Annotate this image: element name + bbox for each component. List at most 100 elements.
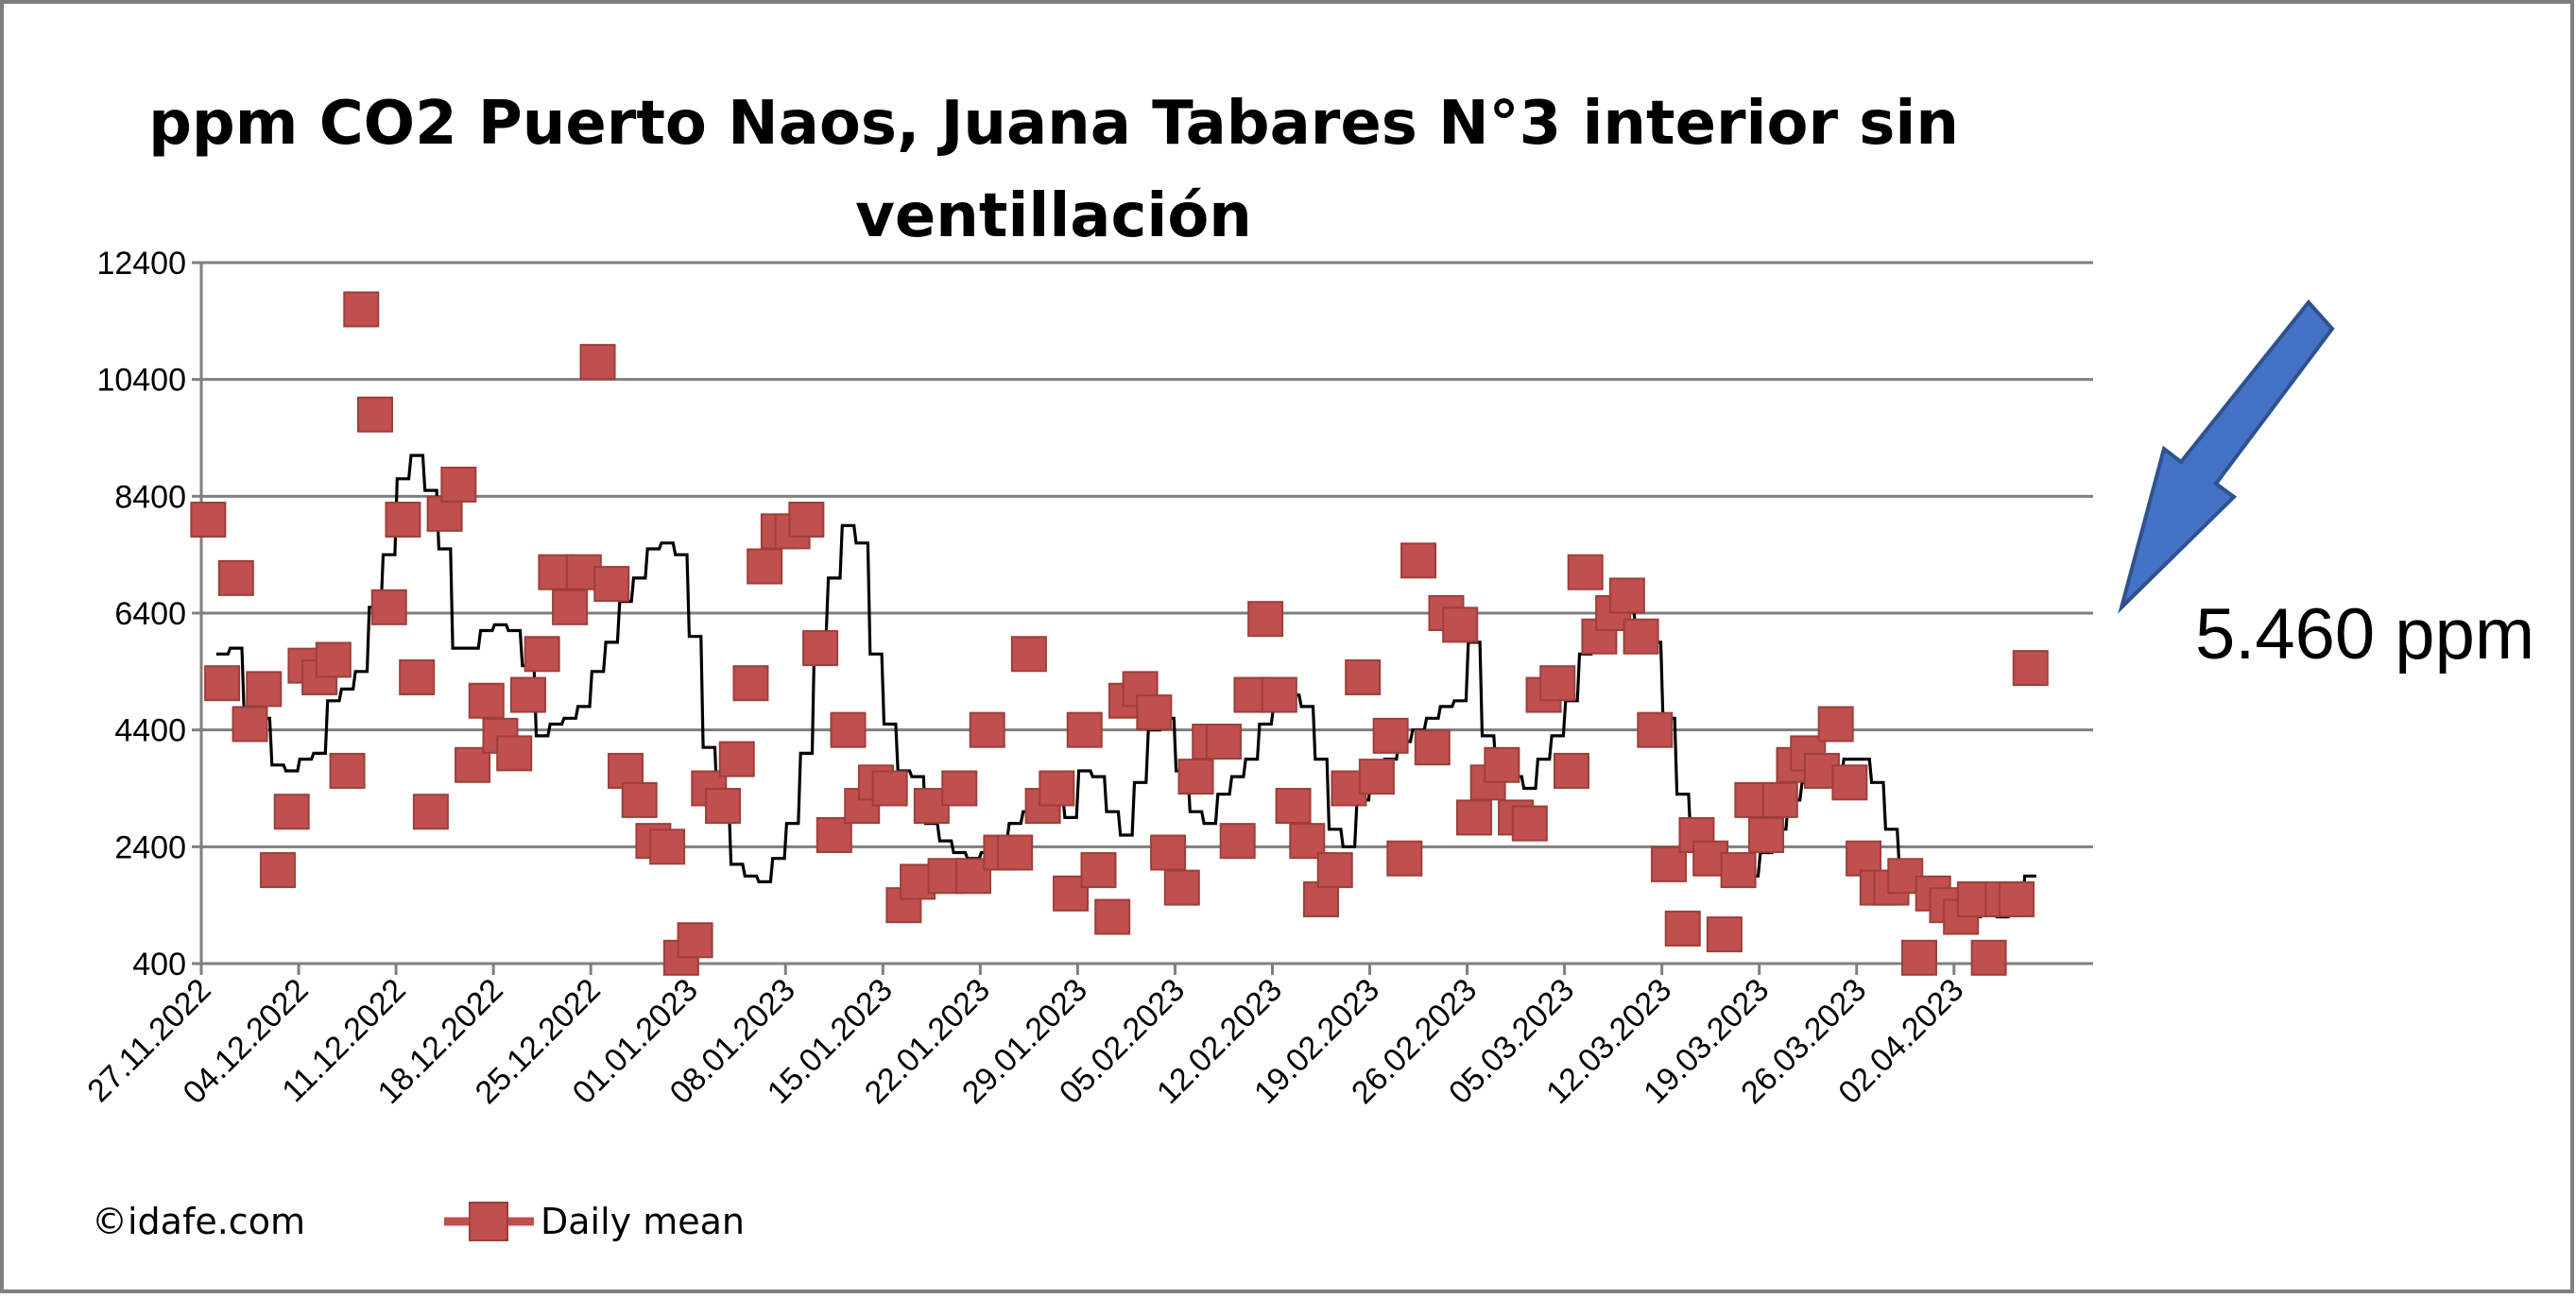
daily-mean-marker <box>1484 746 1520 783</box>
daily-mean-marker <box>1177 759 1214 795</box>
daily-mean-marker <box>621 781 658 818</box>
y-tick-label: 8400 <box>114 479 186 515</box>
daily-mean-marker <box>969 711 1005 748</box>
daily-mean-marker <box>232 706 268 743</box>
annotation-label: 5.460 ppm <box>2195 594 2534 675</box>
daily-mean-marker <box>1358 759 1395 795</box>
daily-mean-marker <box>802 630 839 667</box>
daily-mean-marker <box>1970 939 2007 976</box>
daily-mean-marker <box>788 502 825 538</box>
daily-mean-marker <box>1720 852 1757 889</box>
daily-mean-marker <box>1205 724 1242 760</box>
daily-mean-marker <box>718 741 755 777</box>
y-tick-label: 6400 <box>114 596 186 632</box>
daily-mean-marker <box>705 788 742 825</box>
daily-mean-marker <box>1999 880 2035 917</box>
chart-title-line2: ventillación <box>855 181 1252 251</box>
daily-mean-marker <box>1400 542 1437 579</box>
daily-mean-marker <box>357 396 394 433</box>
daily-mean-marker <box>1623 618 1659 655</box>
blue-arrow-icon <box>2118 299 2335 614</box>
daily-mean-marker <box>440 466 477 503</box>
y-tick-label: 12400 <box>96 246 186 282</box>
daily-mean-marker <box>217 559 254 596</box>
y-tick-label: 10400 <box>96 363 186 399</box>
daily-mean-marker <box>496 735 533 772</box>
daily-mean-marker <box>1817 706 1854 743</box>
daily-mean-marker <box>816 816 852 853</box>
daily-mean-marker <box>1414 729 1451 766</box>
daily-mean-marker <box>579 344 616 381</box>
daily-mean-marker <box>468 682 505 719</box>
daily-mean-marker <box>1608 577 1645 614</box>
daily-mean-marker <box>1261 676 1297 713</box>
daily-mean-marker <box>1748 816 1785 853</box>
daily-mean-marker <box>273 794 310 830</box>
daily-mean-marker <box>1219 823 1256 860</box>
legend: ©idafe.com Daily mean <box>92 1201 745 1242</box>
daily-mean-marker <box>315 641 352 678</box>
daily-mean-marker <box>204 665 241 702</box>
daily-mean-marker <box>1372 717 1409 754</box>
y-tick-label: 2400 <box>114 829 186 865</box>
daily-mean-marker <box>1275 788 1312 825</box>
daily-mean-marker <box>190 502 227 538</box>
daily-mean-marker <box>1706 916 1743 953</box>
daily-mean-marker <box>399 659 436 696</box>
daily-mean-marker <box>1761 781 1798 818</box>
y-tick-label: 4400 <box>114 713 186 749</box>
daily-mean-marker <box>649 828 686 865</box>
daily-mean-marker <box>1442 606 1479 643</box>
legend-label-daily-mean: Daily mean <box>541 1201 745 1242</box>
legend-marker-swatch <box>469 1202 508 1241</box>
y-tick-label: 400 <box>132 947 186 982</box>
daily-mean-marker <box>1150 834 1187 871</box>
daily-mean-marker <box>1010 636 1047 673</box>
annotation-callout: 5.460 ppm <box>2118 299 2534 675</box>
daily-mean-marker <box>1637 711 1674 748</box>
daily-mean-marker <box>385 502 421 538</box>
daily-mean-marker <box>954 858 991 895</box>
daily-mean-marker <box>1066 711 1103 748</box>
daily-mean-marker <box>343 291 380 328</box>
daily-mean-marker <box>509 676 546 713</box>
daily-mean-marker <box>747 548 783 585</box>
daily-mean-marker <box>732 665 769 702</box>
daily-mean-marker <box>370 589 407 625</box>
daily-mean-marker <box>1455 799 1492 836</box>
daily-mean-marker <box>1316 852 1353 889</box>
daily-mean-marker <box>1386 840 1423 877</box>
daily-mean-marker <box>593 566 630 603</box>
daily-mean-marker <box>677 922 713 959</box>
daily-mean-marker <box>830 711 867 748</box>
daily-mean-marker <box>1080 852 1117 889</box>
daily-mean-marker <box>329 752 366 789</box>
daily-mean-marker <box>1163 869 1200 906</box>
daily-mean-marker <box>524 636 560 673</box>
daily-mean-marker <box>259 852 296 889</box>
daily-mean-marker <box>1247 601 1284 638</box>
daily-mean-marker <box>1900 939 1937 976</box>
daily-mean-marker <box>412 794 449 830</box>
daily-mean-marker <box>1831 764 1868 801</box>
daily-mean-marker <box>1039 770 1075 807</box>
daily-mean-marker <box>941 770 978 807</box>
daily-mean-marker <box>1539 665 1576 702</box>
daily-mean-marker <box>552 589 589 625</box>
daily-mean-marker <box>246 671 283 708</box>
daily-mean-marker <box>871 770 908 807</box>
daily-mean-series <box>190 291 2049 976</box>
y-axis-ticks: 400 2400 4400 6400 8400 10400 12400 <box>96 246 203 982</box>
daily-mean-marker <box>1553 752 1589 789</box>
daily-mean-marker <box>1511 805 1548 842</box>
daily-mean-marker <box>1345 659 1382 696</box>
daily-mean-marker <box>1664 910 1701 947</box>
daily-mean-marker <box>2012 650 2049 687</box>
daily-mean-marker <box>1136 694 1173 731</box>
daily-mean-marker <box>1053 875 1090 912</box>
chart-title-line1: ppm CO2 Puerto Naos, Juana Tabares N°3 i… <box>148 89 1959 159</box>
copyright-label: ©idafe.com <box>92 1201 305 1242</box>
